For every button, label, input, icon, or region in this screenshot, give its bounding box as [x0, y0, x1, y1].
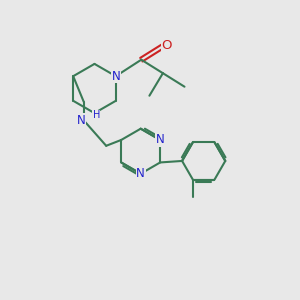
Text: N: N [77, 114, 86, 127]
Text: N: N [111, 70, 120, 83]
Text: N: N [156, 134, 165, 146]
Text: N: N [136, 167, 145, 180]
Text: O: O [161, 39, 172, 52]
Text: H: H [93, 110, 100, 120]
